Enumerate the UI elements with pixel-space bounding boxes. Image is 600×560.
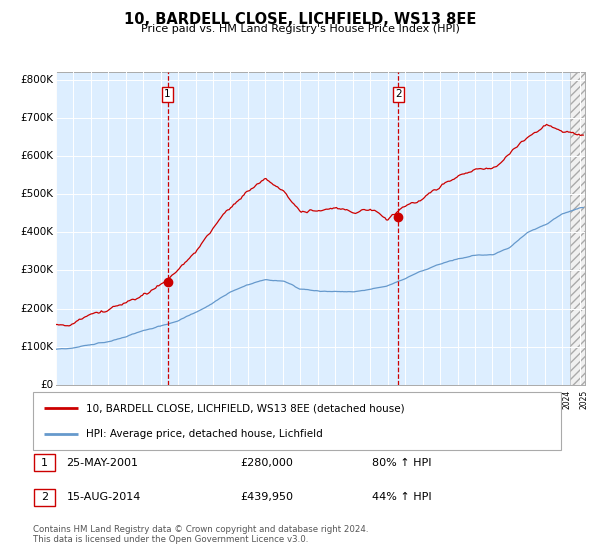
Text: 1997: 1997 xyxy=(91,389,100,409)
Text: 2008: 2008 xyxy=(283,389,292,409)
Text: 2018: 2018 xyxy=(458,389,467,409)
Text: 2020: 2020 xyxy=(493,389,502,409)
Text: 1996: 1996 xyxy=(73,389,82,409)
Text: 2004: 2004 xyxy=(213,389,222,409)
Text: HPI: Average price, detached house, Lichfield: HPI: Average price, detached house, Lich… xyxy=(86,429,323,439)
Text: 2: 2 xyxy=(41,492,48,502)
Text: 2025: 2025 xyxy=(580,389,589,409)
Text: £800K: £800K xyxy=(20,75,53,85)
Text: 2012: 2012 xyxy=(353,389,362,409)
Text: Contains HM Land Registry data © Crown copyright and database right 2024.: Contains HM Land Registry data © Crown c… xyxy=(33,525,368,534)
Text: 2023: 2023 xyxy=(545,389,554,409)
Text: £400K: £400K xyxy=(20,227,53,237)
Text: This data is licensed under the Open Government Licence v3.0.: This data is licensed under the Open Gov… xyxy=(33,535,308,544)
Text: £500K: £500K xyxy=(20,189,53,199)
Text: 1: 1 xyxy=(41,458,48,468)
Text: 2006: 2006 xyxy=(248,389,257,409)
Text: 2002: 2002 xyxy=(178,389,187,409)
Text: 2011: 2011 xyxy=(335,389,344,409)
Text: 10, BARDELL CLOSE, LICHFIELD, WS13 8EE: 10, BARDELL CLOSE, LICHFIELD, WS13 8EE xyxy=(124,12,476,27)
FancyBboxPatch shape xyxy=(34,454,55,471)
Text: 1999: 1999 xyxy=(125,389,134,409)
Text: £280,000: £280,000 xyxy=(240,458,293,468)
Text: 2005: 2005 xyxy=(230,389,239,409)
Text: 2017: 2017 xyxy=(440,389,449,409)
Text: 2022: 2022 xyxy=(527,389,536,409)
Text: 2: 2 xyxy=(395,90,402,99)
Text: 2024: 2024 xyxy=(562,389,571,409)
Text: 2000: 2000 xyxy=(143,389,152,409)
Text: 80% ↑ HPI: 80% ↑ HPI xyxy=(372,458,431,468)
Text: £100K: £100K xyxy=(20,342,53,352)
Text: 15-AUG-2014: 15-AUG-2014 xyxy=(67,492,141,502)
Text: 2013: 2013 xyxy=(370,389,379,409)
Text: 25-MAY-2001: 25-MAY-2001 xyxy=(67,458,139,468)
Text: 1995: 1995 xyxy=(56,389,65,409)
Text: 2007: 2007 xyxy=(265,389,274,409)
Text: 2010: 2010 xyxy=(318,389,327,409)
Text: £700K: £700K xyxy=(20,113,53,123)
Text: 2001: 2001 xyxy=(161,389,170,409)
Text: 44% ↑ HPI: 44% ↑ HPI xyxy=(372,492,431,502)
Text: £439,950: £439,950 xyxy=(240,492,293,502)
Text: 2016: 2016 xyxy=(422,389,431,409)
Text: 2009: 2009 xyxy=(301,389,310,409)
Text: 2003: 2003 xyxy=(196,389,205,409)
Text: 2019: 2019 xyxy=(475,389,484,409)
Text: 2014: 2014 xyxy=(388,389,397,409)
Text: 10, BARDELL CLOSE, LICHFIELD, WS13 8EE (detached house): 10, BARDELL CLOSE, LICHFIELD, WS13 8EE (… xyxy=(86,403,404,413)
Text: Price paid vs. HM Land Registry's House Price Index (HPI): Price paid vs. HM Land Registry's House … xyxy=(140,24,460,34)
Text: 1998: 1998 xyxy=(108,389,117,409)
Text: 2015: 2015 xyxy=(405,389,414,409)
FancyBboxPatch shape xyxy=(34,489,55,506)
FancyBboxPatch shape xyxy=(33,392,561,450)
Text: 2021: 2021 xyxy=(510,389,519,409)
Text: £0: £0 xyxy=(40,380,53,390)
Text: £600K: £600K xyxy=(20,151,53,161)
Text: £200K: £200K xyxy=(20,304,53,314)
Text: £300K: £300K xyxy=(20,265,53,276)
Text: 1: 1 xyxy=(164,90,171,99)
